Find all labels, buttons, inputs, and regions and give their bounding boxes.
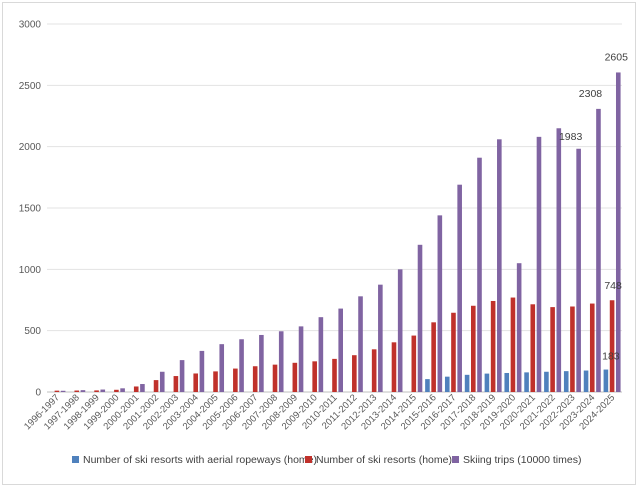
bar-skiing-trips bbox=[60, 390, 66, 392]
bar-ski-resorts bbox=[114, 389, 119, 392]
bar-ski-resorts bbox=[153, 380, 159, 392]
bar-ski-resorts bbox=[193, 373, 199, 392]
y-axis-tick-labels: 0 500 1000 1500 2000 2500 3000 bbox=[19, 20, 42, 399]
y-tick-label: 500 bbox=[24, 326, 41, 337]
bar-ski-resorts bbox=[510, 297, 516, 392]
y-tick-label: 2500 bbox=[19, 81, 42, 92]
bar-skiing-trips bbox=[516, 263, 522, 392]
legend-label: Skiing trips (10000 times) bbox=[463, 454, 581, 466]
bar-aerial-ropeway-resorts bbox=[425, 379, 430, 392]
bar-ski-resorts bbox=[431, 322, 436, 392]
bar-skiing-trips bbox=[358, 296, 363, 392]
bar-skiing-trips bbox=[417, 244, 423, 392]
legend-swatch bbox=[305, 456, 312, 463]
y-tick-label: 2000 bbox=[19, 142, 42, 153]
bar-skiing-trips bbox=[536, 136, 542, 392]
data-label: 1983 bbox=[559, 131, 583, 143]
bar-ski-resorts bbox=[352, 355, 357, 392]
bar-ski-resorts bbox=[173, 376, 179, 392]
bar-aerial-ropeway-resorts bbox=[524, 372, 529, 392]
bar-aerial-ropeway-resorts bbox=[603, 369, 609, 392]
bar-ski-resorts bbox=[589, 303, 595, 392]
bar-skiing-trips bbox=[159, 371, 165, 392]
bar-skiing-trips bbox=[338, 308, 343, 392]
chart-frame bbox=[2, 2, 636, 485]
bar-ski-resorts bbox=[272, 364, 278, 392]
bar-ski-resorts bbox=[94, 390, 99, 392]
bar-aerial-ropeway-resorts bbox=[583, 370, 589, 392]
bar-aerial-ropeway-resorts bbox=[464, 374, 470, 392]
legend-swatch bbox=[72, 456, 79, 463]
bar-skiing-trips bbox=[397, 269, 403, 392]
bar-ski-resorts bbox=[371, 349, 377, 392]
bar-skiing-trips bbox=[278, 331, 284, 392]
bar-skiing-trips bbox=[80, 390, 86, 392]
bar-ski-resorts bbox=[332, 358, 337, 392]
bar-skiing-trips bbox=[576, 148, 581, 392]
bar-ski-resorts bbox=[292, 362, 298, 392]
data-label: 183 bbox=[602, 351, 620, 363]
bar-aerial-ropeway-resorts bbox=[444, 376, 450, 392]
bar-aerial-ropeway-resorts bbox=[544, 371, 549, 392]
bar-skiing-trips bbox=[199, 350, 205, 392]
bar-ski-resorts bbox=[312, 361, 317, 392]
legend-label: Number of ski resorts (home) bbox=[316, 454, 452, 466]
legend: Number of ski resorts with aerial ropewa… bbox=[72, 454, 581, 466]
bar-ski-resorts bbox=[233, 368, 238, 392]
bar-skiing-trips bbox=[457, 184, 462, 392]
bar-skiing-trips bbox=[179, 360, 185, 392]
bar-skiing-trips bbox=[615, 72, 621, 392]
bar-ski-resorts bbox=[570, 306, 575, 392]
bar-ski-resorts bbox=[490, 300, 496, 392]
bar-ski-resorts bbox=[530, 304, 536, 392]
legend-label: Number of ski resorts with aerial ropewa… bbox=[83, 454, 317, 466]
bar-ski-resorts bbox=[213, 371, 218, 392]
data-label: 748 bbox=[604, 280, 622, 292]
bar-aerial-ropeway-resorts bbox=[504, 372, 510, 392]
bar-skiing-trips bbox=[477, 157, 482, 392]
data-labels: 1983 2308 2605 748 183 bbox=[559, 51, 628, 362]
bar-skiing-trips bbox=[378, 284, 383, 392]
data-label: 2308 bbox=[579, 88, 603, 100]
legend-swatch bbox=[452, 456, 459, 463]
bar-skiing-trips bbox=[120, 388, 125, 392]
bar-aerial-ropeway-resorts bbox=[484, 373, 490, 392]
bar-skiing-trips bbox=[100, 389, 106, 392]
bar-ski-resorts bbox=[470, 305, 476, 392]
bar-skiing-trips bbox=[219, 344, 225, 392]
y-tick-label: 1000 bbox=[19, 265, 42, 276]
bar-ski-resorts bbox=[411, 335, 417, 392]
bar-ski-resorts bbox=[54, 390, 60, 392]
bar-ski-resorts bbox=[391, 342, 397, 392]
bar-ski-resorts bbox=[74, 390, 80, 392]
gridlines bbox=[47, 23, 622, 393]
bar-skiing-trips bbox=[239, 339, 244, 392]
bar-skiing-trips bbox=[318, 317, 324, 392]
bar-skiing-trips bbox=[298, 326, 304, 392]
bar-skiing-trips bbox=[259, 334, 264, 392]
y-tick-label: 3000 bbox=[19, 20, 42, 31]
bar-skiing-trips bbox=[497, 139, 502, 392]
x-axis-tick-labels: 1996-19971997-19981998-19991999-20002000… bbox=[22, 392, 617, 432]
bar-ski-resorts bbox=[252, 366, 258, 392]
data-label: 2605 bbox=[605, 51, 629, 63]
bar-skiing-trips bbox=[140, 384, 145, 392]
bar-skiing-trips bbox=[437, 215, 443, 392]
y-tick-label: 1500 bbox=[19, 204, 42, 215]
bar-skiing-trips bbox=[556, 128, 562, 392]
bar-skiing-trips bbox=[596, 108, 601, 393]
bar-ski-resorts bbox=[609, 300, 615, 392]
bar-aerial-ropeway-resorts bbox=[563, 371, 569, 392]
bar-ski-resorts bbox=[550, 307, 555, 392]
y-tick-label: 0 bbox=[35, 388, 41, 399]
bar-ski-resorts bbox=[451, 312, 456, 392]
bar-ski-resorts bbox=[133, 386, 139, 392]
bars bbox=[54, 72, 621, 393]
